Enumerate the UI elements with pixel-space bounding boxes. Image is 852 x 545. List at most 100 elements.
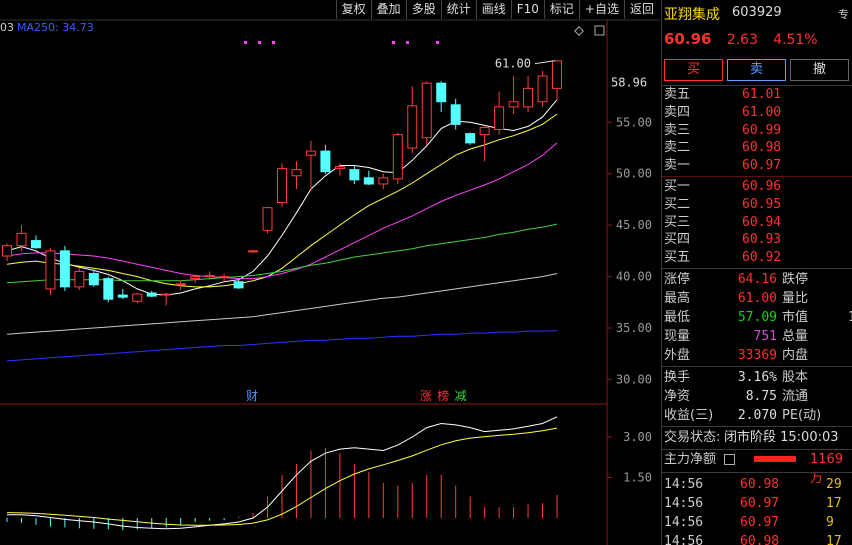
candle (88, 269, 99, 287)
candle-body (392, 134, 403, 180)
last-price-tag: 58.96 (611, 76, 647, 90)
toolbar-button[interactable]: F10 (510, 0, 544, 19)
main-flow: 主力净额 1169万 (662, 450, 852, 486)
level-price: 60.97 (742, 158, 782, 174)
divider (662, 176, 852, 177)
ask-row[interactable]: 卖五 61.01 (662, 86, 852, 104)
buy-button[interactable]: 买 (664, 59, 723, 81)
last-price: 60.96 (664, 30, 712, 48)
bid-row[interactable]: 买五 60.92 (662, 249, 852, 267)
bid-row[interactable]: 买二 60.95 (662, 196, 852, 214)
signal-dot (392, 41, 395, 44)
stock-code: 603929 (732, 5, 782, 20)
candle (320, 144, 331, 174)
divider (662, 426, 852, 427)
ask-row[interactable]: 卖一 60.97 (662, 157, 852, 175)
corner-tag[interactable]: 专 (838, 8, 849, 21)
stat-label-2: 市值 (782, 310, 809, 325)
candle (132, 293, 143, 304)
level-price: 61.01 (742, 87, 782, 102)
stat-label: 涨停 (664, 272, 691, 287)
candle (262, 206, 273, 234)
price-axis-label: 55.00 (616, 115, 652, 129)
bid-row[interactable]: 买一 60.96 (662, 178, 852, 196)
candle (103, 276, 114, 303)
quote-panel: 亚翔集成 603929 专 60.96 2.63 4.51% 买 卖 撤 卖五 6… (661, 0, 852, 545)
cancel-button[interactable]: 撤 (790, 59, 849, 81)
price-axis-label: 45.00 (616, 218, 652, 232)
stat-label: 外盘 (664, 348, 691, 363)
bid-row[interactable]: 买四 60.93 (662, 231, 852, 249)
toolbar-button[interactable]: 叠加 (370, 0, 406, 19)
candle (334, 163, 345, 176)
toolbar-button[interactable]: 返回 (623, 0, 659, 19)
candle (523, 76, 534, 112)
toolbar-button[interactable]: 复权 (335, 0, 371, 19)
toolbar-button[interactable]: +自选 (578, 0, 624, 19)
toolbar-button[interactable]: 标记 (543, 0, 579, 19)
macd-axis-label: 3.00 (623, 430, 652, 444)
tick-time: 14:56 (664, 534, 704, 545)
ask-row[interactable]: 卖三 60.99 (662, 122, 852, 140)
stat-label: 收益(三) (664, 408, 714, 423)
level-price: 60.94 (742, 214, 782, 230)
candle-body (175, 283, 186, 286)
stat-row: 现量 751 总量 (662, 327, 852, 346)
macd-dif-line (7, 416, 558, 530)
candle (16, 225, 27, 251)
candle-body (262, 207, 273, 231)
level-label: 卖四 (664, 104, 691, 120)
tick-price: 60.98 (740, 534, 780, 545)
tick-list: 14:56 60.98 29 14:56 60.97 17 14:56 60.97 9 14:56… (662, 475, 852, 545)
candle-body (16, 232, 27, 247)
candle-body (117, 294, 128, 298)
tick-price: 60.97 (740, 515, 780, 530)
candle-body (523, 87, 534, 108)
stat-label: 最低 (664, 310, 691, 325)
stat-value: 64.16 (737, 272, 777, 287)
bid-row[interactable]: 买三 60.94 (662, 214, 852, 232)
candle-body (378, 177, 389, 185)
candle-body (320, 150, 331, 173)
main-flow-icon[interactable] (724, 454, 735, 465)
stat-value: 2.070 (737, 408, 777, 423)
candle (363, 170, 374, 186)
candle (219, 273, 230, 282)
candle-body (219, 276, 230, 279)
candle (30, 235, 41, 249)
stat-label-2: 总量 (782, 329, 809, 344)
event-label: 涨 (420, 388, 432, 403)
main-flow-value: 1169万 (810, 452, 844, 486)
ask-row[interactable]: 卖四 61.00 (662, 104, 852, 122)
event-label: 减 (455, 389, 467, 403)
ma-line (6, 113, 558, 288)
divider (662, 449, 852, 450)
toolbar-button[interactable]: 统计 (440, 0, 476, 19)
stat-label: 现量 (664, 329, 691, 344)
candle (248, 249, 259, 253)
square-icon (594, 25, 605, 36)
toolbar-button[interactable]: 画线 (475, 0, 511, 19)
ask-row[interactable]: 卖二 60.98 (662, 139, 852, 157)
trade-status-value: 闭市阶段 15:00:03 (724, 430, 839, 445)
candle-body (2, 245, 12, 257)
sell-button[interactable]: 卖 (727, 59, 786, 81)
ma250-label: 03 MA250: 34.73 (0, 21, 94, 34)
level-price: 60.93 (742, 232, 782, 248)
toolbar-button[interactable]: 多股 (405, 0, 441, 19)
divider (662, 85, 852, 86)
ma-line (6, 99, 558, 296)
kline-chart[interactable]: 30.00 35.00 40.00 45.00 50.00 55.00 58.96 61.00… (0, 0, 660, 545)
main-flow-label: 主力净额 (664, 452, 717, 467)
candle (537, 70, 548, 107)
candle (479, 126, 490, 162)
divider (662, 268, 852, 269)
tick-price: 60.98 (740, 477, 780, 492)
candle-body (407, 105, 418, 149)
stat-value: 3.16% (737, 370, 777, 385)
tick-row: 14:56 60.98 17 (662, 532, 852, 545)
candle-body (465, 133, 476, 144)
price-axis-label: 40.00 (616, 270, 652, 284)
stat-row: 收益(三) 2.070 PE(动) (662, 406, 852, 425)
tick-time: 14:56 (664, 477, 704, 492)
